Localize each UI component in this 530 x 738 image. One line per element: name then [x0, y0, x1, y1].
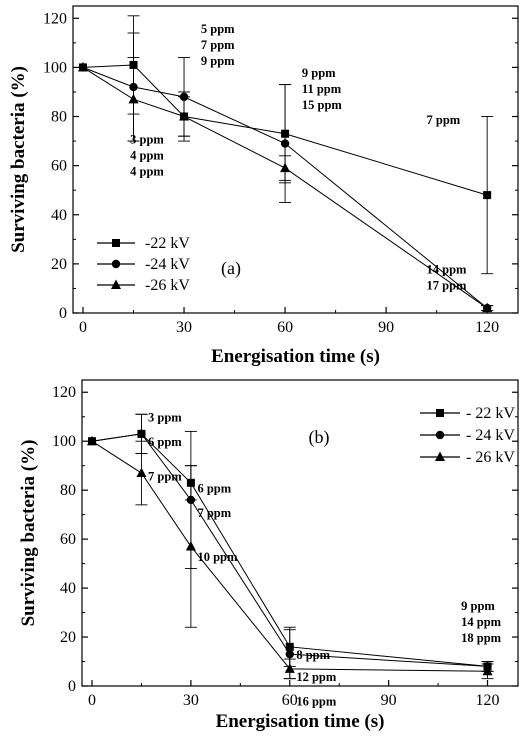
legend-marker	[435, 451, 445, 461]
plot-frame	[72, 5, 519, 314]
legend-label: -22 kV	[145, 235, 190, 252]
data-point	[136, 467, 147, 478]
panel-label: (a)	[221, 258, 241, 279]
data-point	[87, 435, 97, 446]
y-axis-label: Surviving bacteria (%)	[18, 440, 39, 627]
ppm-annotation: 3 ppm	[148, 411, 182, 425]
data-point	[179, 111, 190, 121]
series-triangle	[87, 435, 494, 680]
chart-panel-b: 0 30 60 90 120 0 20 40 60 80 100 120 Energisation ti…	[18, 379, 519, 732]
y-tick-label: 0	[68, 678, 76, 695]
plot-frame	[81, 379, 519, 687]
ppm-annotation: 6 ppm	[148, 435, 182, 449]
y-axis-label: Surviving bacteria (%)	[8, 66, 29, 253]
legend-label: -24 kV	[145, 256, 190, 273]
ppm-annotation: 7 ppm	[148, 469, 182, 483]
x-tick-label: 90	[378, 319, 394, 336]
ppm-annotation: 5 ppm 7 ppm 9 ppm	[201, 22, 235, 68]
legend-label: -26 kV	[145, 277, 190, 294]
data-point	[284, 663, 295, 673]
ppm-annotation: 8 ppm	[296, 648, 330, 662]
data-point	[185, 540, 196, 551]
ppm-annotation: 7 ppm	[427, 113, 461, 127]
data-point	[285, 649, 294, 659]
legend-label: - 24 kV	[466, 427, 515, 444]
legend-item: - 22 kV	[420, 405, 515, 422]
x-tick-label: 30	[183, 692, 199, 709]
x-tick-label: 90	[381, 692, 397, 709]
legend-marker	[112, 239, 120, 247]
y-tick-label: 120	[43, 10, 67, 27]
x-tick-label: 30	[176, 319, 192, 336]
legend-item: -24 kV	[97, 256, 190, 273]
legend-item: -26 kV	[97, 277, 190, 294]
y-tick-label: 60	[51, 158, 67, 175]
ppm-annotation: 10 ppm	[197, 550, 238, 564]
x-tick-label: 0	[88, 692, 96, 709]
legend-marker	[111, 279, 121, 289]
legend-item: -22 kV	[97, 235, 190, 252]
y-tick-label: 20	[51, 256, 67, 273]
data-point	[482, 302, 493, 313]
panel-label: (b)	[309, 427, 330, 448]
y-tick-label: 0	[59, 305, 67, 322]
ppm-annotation: 14 ppm 17 ppm	[427, 263, 468, 293]
legend-marker	[111, 259, 121, 269]
ppm-annotation: 9 ppm 11 ppm 15 ppm	[302, 66, 343, 112]
y-tick-label: 80	[51, 109, 67, 126]
data-point	[280, 162, 291, 173]
data-point	[483, 191, 492, 200]
data-point	[78, 61, 88, 72]
legend-item: - 24 kV	[420, 427, 515, 444]
legend-label: - 22 kV	[466, 405, 515, 422]
ppm-annotation: 6 ppm	[197, 482, 231, 496]
data-point	[482, 665, 493, 676]
ppm-annotation: 3 ppm 4 ppm 4 ppm	[130, 133, 164, 179]
x-tick-label: 120	[476, 692, 500, 709]
legend-item: - 26 kV	[420, 449, 515, 466]
series-triangle	[78, 57, 494, 313]
x-tick-label: 60	[277, 319, 293, 336]
x-tick-label: 60	[282, 692, 298, 709]
data-point	[128, 93, 139, 104]
x-axis-label: Energisation time (s)	[211, 346, 380, 367]
legend-marker	[436, 409, 444, 417]
legend: -22 kV -24 kV -26 kV	[97, 235, 190, 294]
legend-label: - 26 kV	[466, 449, 515, 466]
x-axis-label: Energisation time (s)	[216, 711, 385, 732]
ppm-annotation: 16 ppm	[296, 695, 337, 709]
ppm-annotation: 9 ppm 14 ppm 18 ppm	[461, 599, 502, 645]
ppm-annotation: 7 ppm	[197, 506, 231, 520]
data-point	[137, 429, 146, 439]
y-tick-label: 40	[60, 580, 76, 597]
y-tick-label: 60	[60, 531, 76, 548]
series-circle	[87, 413, 494, 680]
y-tick-label: 120	[52, 384, 76, 401]
legend-marker	[435, 430, 445, 440]
chart-panel-a: 0 30 60 90 120 0 20 40 60 80 100 120 Energisation ti…	[8, 5, 519, 367]
x-tick-label: 120	[475, 319, 499, 336]
y-tick-label: 80	[60, 482, 76, 499]
legend: - 22 kV - 24 kV - 26 kV	[420, 405, 515, 466]
y-tick-label: 100	[43, 59, 67, 76]
ppm-annotation: 12 ppm	[296, 670, 337, 684]
y-tick-label: 100	[52, 433, 76, 450]
x-tick-label: 0	[79, 319, 87, 336]
data-point	[280, 139, 290, 148]
y-tick-label: 20	[60, 629, 76, 646]
series-square	[88, 413, 494, 672]
y-tick-label: 40	[51, 207, 67, 224]
